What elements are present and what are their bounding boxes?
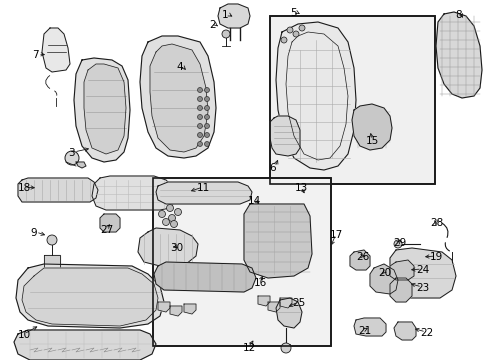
- Circle shape: [174, 208, 181, 216]
- Polygon shape: [16, 264, 163, 328]
- Circle shape: [197, 87, 202, 93]
- Polygon shape: [44, 255, 60, 270]
- Circle shape: [168, 215, 175, 221]
- Polygon shape: [349, 250, 369, 270]
- Text: 8: 8: [454, 10, 461, 20]
- Polygon shape: [258, 296, 269, 306]
- Polygon shape: [218, 4, 249, 28]
- Circle shape: [204, 96, 209, 102]
- Circle shape: [286, 27, 292, 33]
- Polygon shape: [389, 260, 413, 280]
- Polygon shape: [74, 58, 130, 162]
- Text: 19: 19: [429, 252, 442, 262]
- Text: 17: 17: [329, 230, 343, 240]
- Text: 2: 2: [208, 20, 215, 30]
- Circle shape: [204, 132, 209, 138]
- Polygon shape: [389, 248, 455, 298]
- Text: 28: 28: [429, 218, 442, 228]
- Polygon shape: [269, 116, 299, 156]
- Text: 21: 21: [357, 326, 370, 336]
- Polygon shape: [100, 214, 120, 232]
- Polygon shape: [18, 178, 98, 202]
- Polygon shape: [150, 44, 207, 152]
- Polygon shape: [267, 302, 280, 312]
- Polygon shape: [92, 176, 176, 210]
- Bar: [269, 16, 434, 184]
- Circle shape: [197, 96, 202, 102]
- Polygon shape: [158, 302, 170, 312]
- Text: 22: 22: [419, 328, 432, 338]
- Text: 18: 18: [18, 183, 31, 193]
- Polygon shape: [369, 264, 397, 294]
- Circle shape: [47, 235, 57, 245]
- Polygon shape: [14, 330, 156, 360]
- Polygon shape: [170, 306, 182, 316]
- Circle shape: [204, 123, 209, 129]
- Circle shape: [170, 220, 177, 228]
- Circle shape: [281, 37, 286, 43]
- Polygon shape: [275, 298, 302, 328]
- Polygon shape: [42, 28, 70, 72]
- Circle shape: [162, 219, 169, 225]
- Polygon shape: [275, 22, 355, 170]
- Text: 9: 9: [30, 228, 37, 238]
- Circle shape: [292, 31, 298, 37]
- Text: 23: 23: [415, 283, 428, 293]
- Circle shape: [393, 240, 401, 248]
- Circle shape: [197, 141, 202, 147]
- Text: 7: 7: [32, 50, 39, 60]
- Text: 29: 29: [392, 238, 406, 248]
- Polygon shape: [435, 12, 481, 98]
- Circle shape: [204, 87, 209, 93]
- Polygon shape: [156, 182, 251, 204]
- Text: 4: 4: [176, 62, 182, 72]
- Circle shape: [197, 123, 202, 129]
- Circle shape: [222, 30, 229, 38]
- Polygon shape: [393, 322, 415, 340]
- Polygon shape: [244, 204, 311, 278]
- Circle shape: [298, 25, 305, 31]
- Polygon shape: [280, 298, 291, 308]
- Text: 11: 11: [197, 183, 210, 193]
- Polygon shape: [76, 162, 86, 168]
- Polygon shape: [183, 304, 196, 314]
- Text: 13: 13: [294, 183, 307, 193]
- Text: 24: 24: [415, 265, 428, 275]
- Text: 27: 27: [100, 225, 113, 235]
- Text: 10: 10: [18, 330, 31, 340]
- Text: 14: 14: [247, 196, 261, 206]
- Polygon shape: [389, 278, 411, 302]
- Circle shape: [197, 105, 202, 111]
- Circle shape: [197, 132, 202, 138]
- Text: 3: 3: [68, 148, 75, 158]
- Polygon shape: [138, 228, 198, 266]
- Text: 20: 20: [377, 268, 390, 278]
- Circle shape: [204, 141, 209, 147]
- Bar: [153, 178, 330, 346]
- Circle shape: [204, 114, 209, 120]
- Text: 1: 1: [222, 10, 228, 20]
- Text: 16: 16: [253, 278, 267, 288]
- Bar: [269, 16, 434, 184]
- Text: 25: 25: [291, 298, 305, 308]
- Polygon shape: [84, 64, 126, 154]
- Bar: [153, 178, 330, 346]
- Polygon shape: [154, 262, 256, 292]
- Circle shape: [158, 211, 165, 217]
- Text: 26: 26: [355, 252, 368, 262]
- Text: 15: 15: [365, 136, 379, 146]
- Circle shape: [204, 105, 209, 111]
- Text: 6: 6: [268, 163, 275, 173]
- Text: 5: 5: [289, 8, 296, 18]
- Circle shape: [281, 343, 290, 353]
- Polygon shape: [140, 36, 216, 158]
- Text: 12: 12: [243, 343, 256, 353]
- Polygon shape: [22, 268, 158, 326]
- Circle shape: [166, 204, 173, 211]
- Text: 30: 30: [170, 243, 183, 253]
- Circle shape: [65, 151, 79, 165]
- Polygon shape: [353, 318, 385, 336]
- Circle shape: [197, 114, 202, 120]
- Polygon shape: [351, 104, 391, 150]
